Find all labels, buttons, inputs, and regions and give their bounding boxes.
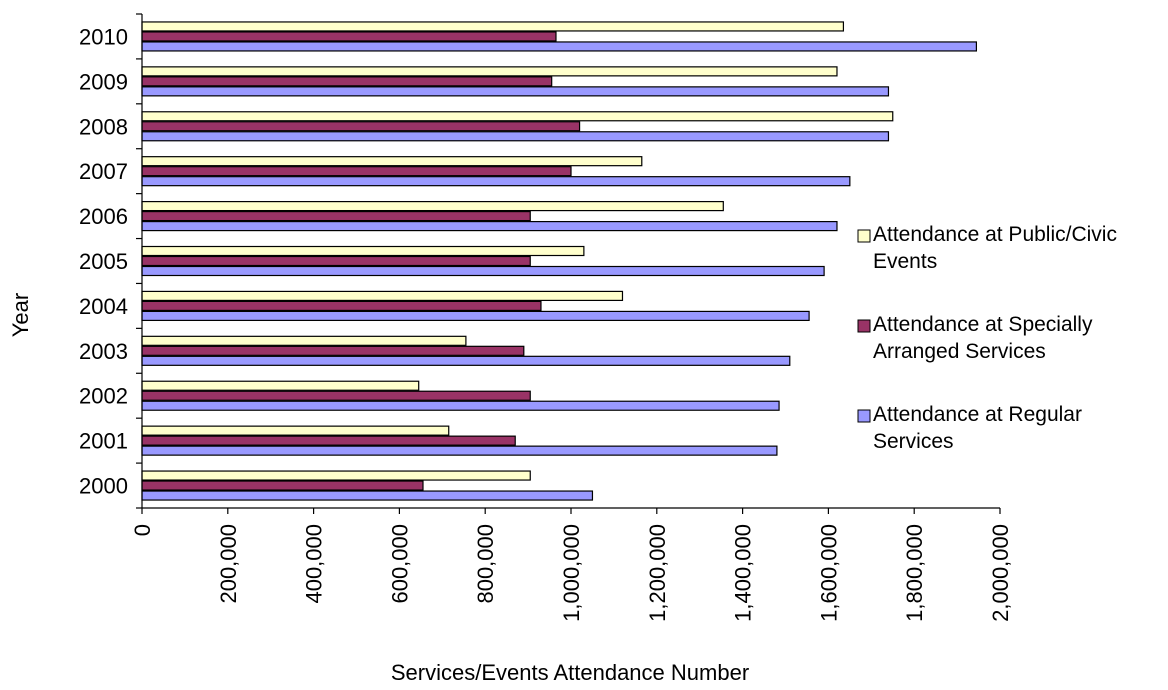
legend-label: Attendance at Public/Civic (873, 223, 1117, 246)
x-tick-label-5: 1,000,000 (559, 524, 584, 622)
bar-2003-series-0 (141, 355, 791, 366)
bar-2002-series-2 (141, 380, 420, 391)
bar-2010-series-1 (141, 31, 557, 42)
legend-item-2: Attendance at Regular Services (857, 403, 1082, 453)
bar-2007-series-1 (141, 166, 572, 177)
legend-swatch (857, 409, 871, 423)
x-tick-label-10: 2,000,000 (988, 524, 1013, 622)
x-tick-label-2: 400,000 (302, 524, 327, 604)
bar-2008-series-1 (141, 121, 581, 132)
y-tick-label-2005: 2005 (79, 249, 128, 274)
x-axis-title: Services/Events Attendance Number (391, 660, 749, 685)
y-tick-label-2000: 2000 (79, 474, 128, 499)
bar-2006-series-2 (141, 200, 724, 212)
bar-2004-series-0 (141, 310, 810, 322)
bar-2008-series-2 (141, 111, 894, 122)
bar-2008-series-0 (141, 131, 890, 142)
bar-2001-series-1 (141, 435, 516, 446)
y-tick-label-2002: 2002 (79, 384, 128, 409)
x-tick-label-1: 200,000 (216, 524, 241, 604)
y-tick-label-2001: 2001 (79, 429, 128, 454)
bar-2000-series-1 (141, 480, 424, 491)
legend-label: Services (873, 430, 954, 453)
legend-label: Attendance at Regular (873, 403, 1082, 426)
x-tick-label-3: 600,000 (387, 524, 412, 604)
y-tick-label-2009: 2009 (79, 69, 128, 94)
y-tick-label-2006: 2006 (79, 204, 128, 229)
y-tick-label-2004: 2004 (79, 294, 128, 319)
bar-2003-series-2 (141, 335, 467, 346)
legend-swatch (857, 319, 871, 333)
bar-2006-series-1 (141, 210, 531, 222)
plot-area (141, 21, 978, 501)
legend-label: Events (873, 250, 937, 273)
legend: Attendance at Public/CivicEventsAttendan… (857, 223, 1117, 453)
bar-2004-series-2 (141, 290, 624, 302)
bar-2001-series-2 (141, 425, 450, 436)
x-axis: 0 200,000 400,000 600,000 800,000 1,000,000 1,… (130, 507, 1013, 622)
legend-label: Attendance at Specially (873, 313, 1093, 336)
y-tick-label-2003: 2003 (79, 339, 128, 364)
x-tick-label-8: 1,600,000 (816, 524, 841, 622)
bar-2003-series-1 (141, 345, 525, 356)
bar-2009-series-2 (141, 66, 838, 77)
bar-2002-series-0 (141, 400, 780, 411)
bar-2006-series-0 (141, 220, 838, 232)
bar-2007-series-0 (141, 176, 851, 187)
bar-2010-series-0 (141, 41, 978, 52)
bar-2000-series-0 (141, 490, 594, 501)
y-tick-label-2008: 2008 (79, 114, 128, 139)
bar-2009-series-1 (141, 76, 553, 87)
x-tick-label-9: 1,800,000 (902, 524, 927, 622)
bar-2001-series-0 (141, 445, 778, 456)
x-tick-label-7: 1,400,000 (731, 524, 756, 622)
bar-2009-series-0 (141, 86, 890, 97)
y-tick-label-2010: 2010 (79, 24, 128, 49)
legend-item-0: Attendance at Public/Civic Events (857, 223, 1117, 273)
x-tick-label-6: 1,200,000 (645, 524, 670, 622)
y-axis-title: Year (8, 293, 33, 337)
bar-2007-series-2 (141, 156, 643, 167)
x-tick-label-0: 0 (130, 524, 155, 536)
y-axis: 2000 2001 2002 2003 2004 2005 2006 2007 2008 2009… (79, 13, 143, 509)
x-tick-label-4: 800,000 (473, 524, 498, 604)
bar-2010-series-2 (141, 21, 845, 32)
bar-2000-series-2 (141, 470, 531, 481)
bar-2005-series-0 (141, 265, 825, 277)
legend-swatch (857, 229, 871, 243)
y-tick-label-2007: 2007 (79, 159, 128, 184)
bar-2004-series-1 (141, 300, 542, 312)
legend-item-1: Attendance at Specially Arranged Services (857, 313, 1093, 363)
bar-2002-series-1 (141, 390, 531, 401)
bar-2005-series-2 (141, 245, 585, 257)
legend-label: Arranged Services (873, 340, 1046, 363)
bar-2005-series-1 (141, 255, 531, 267)
